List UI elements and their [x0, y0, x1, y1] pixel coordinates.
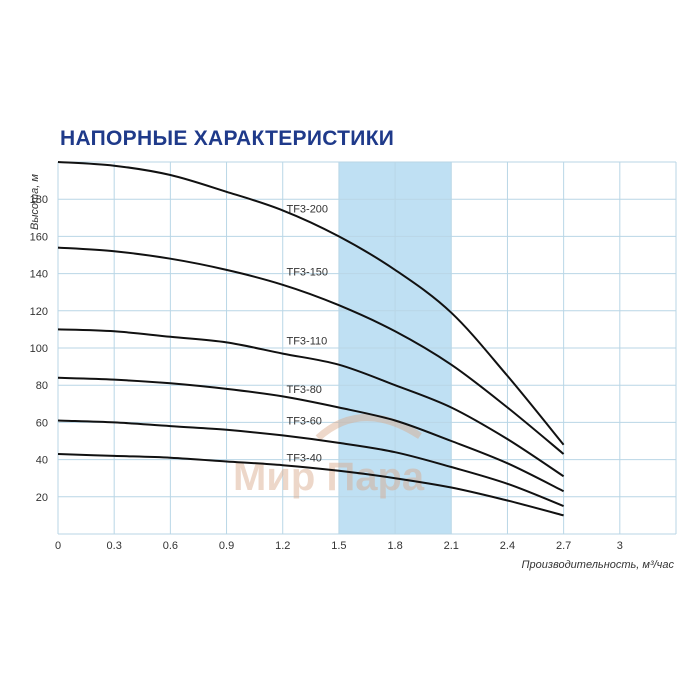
series-line — [57, 246, 565, 455]
y-tick-label: 40 — [36, 455, 48, 467]
chart-title: НАПОРНЫЕ ХАРАКТЕРИСТИКИ — [60, 127, 395, 150]
curve-layer — [57, 161, 565, 517]
x-tick-label: 0.6 — [163, 540, 178, 552]
y-tick-label: 100 — [30, 343, 48, 355]
x-tick-label: 2.7 — [556, 540, 571, 552]
series-line — [57, 328, 565, 478]
series-label-layer: TF3-200 TF3-150 TF3-110 TF3-80 TF3-60 TF3-40 — [286, 204, 328, 465]
y-tick-label: 160 — [30, 231, 48, 243]
watermark-text: Мир Пара — [233, 455, 425, 499]
x-tick-label: 0.3 — [107, 540, 122, 552]
series-line — [57, 453, 564, 517]
y-tick-label: 80 — [36, 380, 48, 392]
y-tick-label: 60 — [36, 417, 48, 429]
series-label: TF3-200 — [286, 204, 328, 216]
tick-layer: 0 0.3 0.6 0.9 1.2 1.5 1.8 2.1 2.4 2.7 3 20 40 60 80 100… — [30, 194, 623, 552]
x-tick-label: 2.4 — [500, 540, 515, 552]
x-axis-label: Производительность, м³/час — [522, 559, 675, 571]
series-label: TF3-60 — [286, 416, 321, 428]
x-tick-label: 1.8 — [387, 540, 402, 552]
y-axis-label: Высота, м — [29, 174, 41, 230]
y-tick-label: 180 — [30, 194, 48, 206]
y-tick-label: 140 — [30, 269, 48, 281]
x-tick-label: 3 — [617, 540, 623, 552]
series-line — [57, 161, 565, 446]
series-line — [57, 376, 565, 493]
x-tick-label: 1.5 — [331, 540, 346, 552]
series-label: TF3-80 — [286, 384, 321, 396]
series-label: TF3-150 — [286, 267, 328, 279]
x-tick-label: 1.2 — [275, 540, 290, 552]
series-label: TF3-40 — [286, 453, 321, 465]
y-tick-label: 20 — [36, 492, 48, 504]
watermark-arc — [315, 414, 422, 441]
series-line — [57, 419, 564, 508]
x-tick-label: 2.1 — [444, 540, 459, 552]
grid-layer — [57, 161, 677, 535]
x-tick-label: 0.9 — [219, 540, 234, 552]
series-label: TF3-110 — [286, 336, 327, 348]
x-tick-label: 0 — [55, 540, 61, 552]
y-tick-label: 120 — [30, 306, 48, 318]
